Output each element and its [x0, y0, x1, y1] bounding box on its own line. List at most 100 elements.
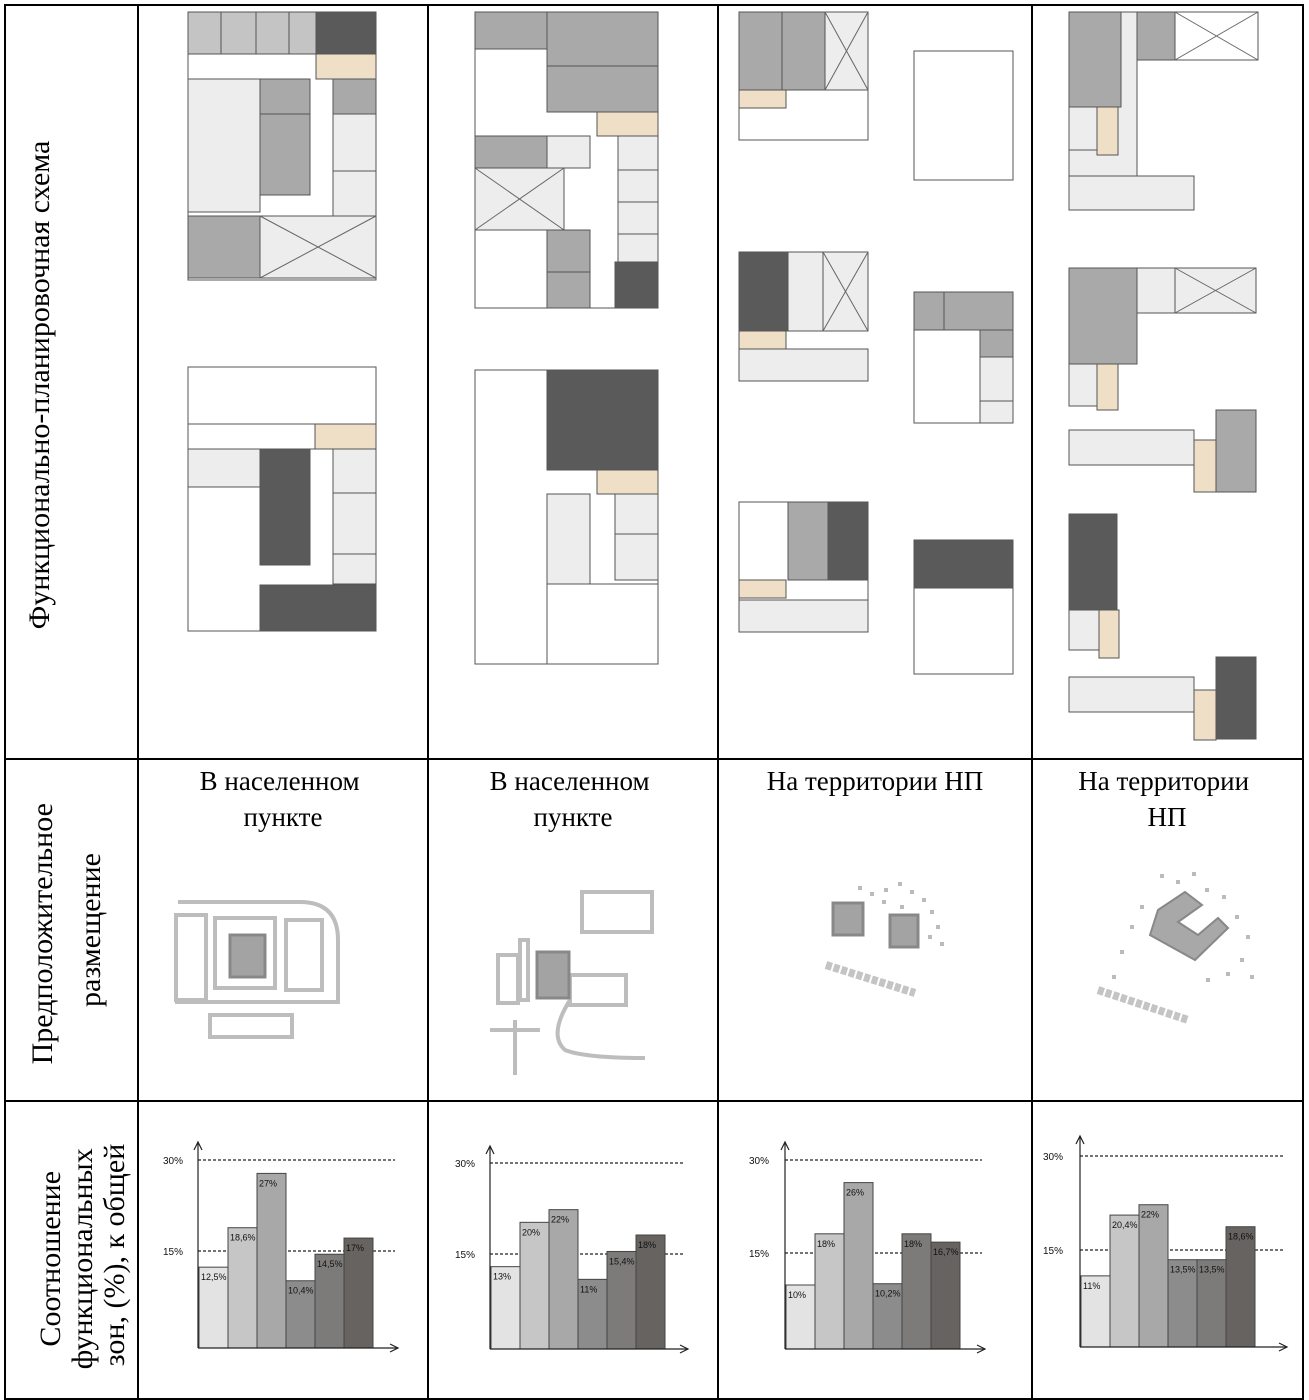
tree — [1206, 978, 1210, 982]
bar-label: 17% — [346, 1243, 364, 1253]
plan-zone — [332, 170, 377, 217]
plan-zone — [1068, 175, 1195, 211]
plan-zone — [614, 493, 659, 535]
plan-zone — [546, 135, 591, 169]
plan-cross — [822, 251, 869, 332]
bar — [872, 1283, 903, 1350]
bar-label: 12,5% — [201, 1272, 227, 1282]
tree — [898, 882, 902, 886]
bar — [1167, 1259, 1198, 1348]
tree — [1226, 972, 1230, 976]
plan-zone — [1068, 609, 1100, 651]
bar-label: 10% — [788, 1290, 806, 1300]
placement-caption-3: На территории НП — [767, 766, 984, 796]
plan-zone — [259, 78, 311, 115]
x-axis-arrow — [976, 1344, 987, 1354]
bar-label: 14,5% — [317, 1259, 343, 1269]
tree — [922, 898, 926, 902]
tree — [940, 942, 944, 946]
plan-zone — [617, 135, 659, 171]
plan-zone — [332, 492, 377, 555]
tree — [930, 910, 934, 914]
plan-zone — [1098, 609, 1120, 659]
plan-zone — [1068, 429, 1195, 466]
y-axis-arrow — [780, 1140, 790, 1151]
bar-label: 10,4% — [288, 1286, 314, 1296]
plan-zone — [781, 11, 826, 91]
plan-zone — [738, 348, 869, 382]
bar-label: 20,4% — [1112, 1220, 1138, 1230]
plan-zone — [827, 501, 869, 581]
plan-schemes — [187, 11, 1259, 741]
bar-label: 13,5% — [1199, 1265, 1225, 1275]
plan-cross — [1174, 267, 1257, 314]
plan-zone — [738, 599, 869, 633]
street-block — [213, 916, 277, 990]
plan-zone — [546, 229, 591, 273]
plan-zone — [979, 356, 1014, 402]
plan-zone — [314, 423, 377, 450]
bar — [1109, 1214, 1140, 1348]
x-axis-arrow — [389, 1343, 400, 1353]
street-block — [568, 973, 628, 1007]
plan-zone — [913, 291, 945, 331]
bar-label: 11% — [580, 1284, 597, 1294]
road — [824, 961, 917, 997]
plan-zone — [546, 11, 659, 67]
bar-label: 18,6% — [230, 1233, 256, 1243]
chart-2: 30% 15% 13% 20% 22% 11% 15,4%18% — [455, 1144, 690, 1354]
tree — [1192, 872, 1196, 876]
bar-label: 13,5% — [1170, 1265, 1196, 1275]
plan-zone — [220, 11, 257, 55]
ref-label-30: 30% — [455, 1159, 475, 1170]
plan-zone — [187, 78, 261, 213]
plan-zone — [617, 169, 659, 203]
tree — [1120, 950, 1124, 954]
plan-zone — [1215, 409, 1257, 493]
bar — [198, 1266, 229, 1349]
street-block — [518, 938, 530, 1002]
plan-zone — [546, 271, 591, 309]
road — [1096, 986, 1190, 1024]
plan-cross — [824, 11, 869, 91]
bar-label: 15,4% — [609, 1256, 635, 1266]
plan-zone — [259, 113, 311, 196]
tree — [1240, 958, 1244, 962]
plan-zone — [738, 330, 787, 350]
tree — [870, 892, 874, 896]
tree — [1205, 888, 1209, 892]
street — [178, 900, 340, 1000]
bar — [930, 1241, 961, 1350]
bar-label: 16,7% — [933, 1247, 959, 1257]
y-axis-arrow — [485, 1144, 495, 1155]
plan-zone — [1215, 656, 1257, 740]
plan-zone — [1193, 689, 1217, 741]
ref-label-30: 30% — [1043, 1152, 1063, 1163]
ref-label-30: 30% — [749, 1156, 769, 1167]
bar — [256, 1172, 287, 1349]
tree — [1222, 895, 1226, 899]
plan-zone — [546, 369, 659, 471]
bar — [1138, 1204, 1169, 1348]
bar — [635, 1234, 666, 1350]
plan-zone — [259, 584, 377, 632]
chart-4: 30% 15% 11% 20,4%22% 13,5% 13,5% 18,6% — [1043, 1134, 1289, 1352]
street-block — [284, 918, 324, 992]
plan-zone — [474, 11, 548, 50]
bar-label: 18,6% — [1228, 1232, 1254, 1242]
plan-zone — [979, 400, 1014, 424]
bar — [785, 1284, 816, 1350]
tree — [928, 935, 932, 939]
plan-zone — [787, 251, 824, 332]
building-footprint — [831, 901, 865, 937]
plan-zone — [738, 579, 787, 599]
bar — [1225, 1226, 1256, 1348]
plan-zone — [614, 261, 659, 309]
ref-label-30: 30% — [163, 1156, 183, 1167]
plan-zone — [332, 553, 377, 585]
tree — [1160, 874, 1164, 878]
bar-label: 22% — [551, 1215, 569, 1225]
plan-zone — [1068, 267, 1138, 365]
bar — [901, 1233, 932, 1350]
